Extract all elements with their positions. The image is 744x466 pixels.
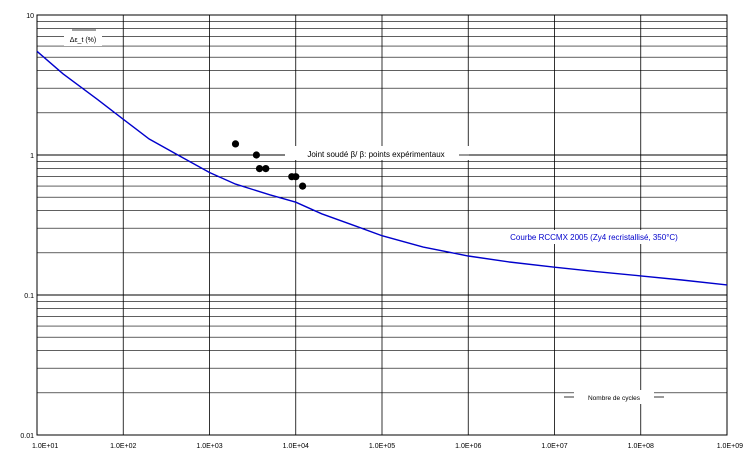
xlabel-text: Nombre de cycles: [588, 395, 641, 402]
x-tick-label: 1.0E+06: [455, 443, 481, 450]
x-tick-label: 1.0E+01: [32, 443, 58, 450]
x-tick-label: 1.0E+08: [628, 443, 654, 450]
y-tick-label: 0.1: [24, 293, 34, 300]
y-tick-label: 1: [30, 153, 34, 160]
data-point: [299, 182, 307, 190]
data-point: [262, 165, 270, 173]
y-tick-labels: 10 1 0.1 0.01: [20, 13, 34, 440]
x-tick-label: 1.0E+05: [369, 443, 395, 450]
curve-annotation: Courbe RCCMX 2005 (Zy4 recristallisé, 35…: [484, 230, 706, 244]
scatter-annotation: Joint soudé β/ β: points expérimentaux: [275, 146, 469, 160]
x-tick-label: 1.0E+04: [283, 443, 309, 450]
plot-frame: [36, 14, 728, 436]
ylabel-text: Δε_t (%): [70, 37, 96, 44]
xlabel-box: Nombre de cycles: [564, 390, 664, 404]
x-tick-labels: 1.0E+01 1.0E+02 1.0E+03 1.0E+04 1.0E+05 1.0E+…: [32, 443, 743, 450]
experimental-points: [231, 140, 307, 190]
x-tick-label: 1.0E+09: [717, 443, 743, 450]
ylabel-box: Δε_t (%): [64, 29, 102, 46]
data-point: [292, 173, 300, 181]
data-point: [231, 140, 240, 148]
scatter-label: Joint soudé β/ β: points expérimentaux: [307, 150, 444, 159]
y-tick-label: 0.01: [20, 433, 34, 440]
x-tick-label: 1.0E+02: [110, 443, 136, 450]
x-tick-label: 1.0E+07: [541, 443, 567, 450]
data-point: [252, 151, 260, 159]
curve-label: Courbe RCCMX 2005 (Zy4 recristallisé, 35…: [510, 233, 678, 242]
x-tick-label: 1.0E+03: [196, 443, 222, 450]
rccmx-curve: [36, 50, 728, 286]
data-point: [255, 165, 264, 173]
y-tick-label: 10: [26, 13, 34, 20]
